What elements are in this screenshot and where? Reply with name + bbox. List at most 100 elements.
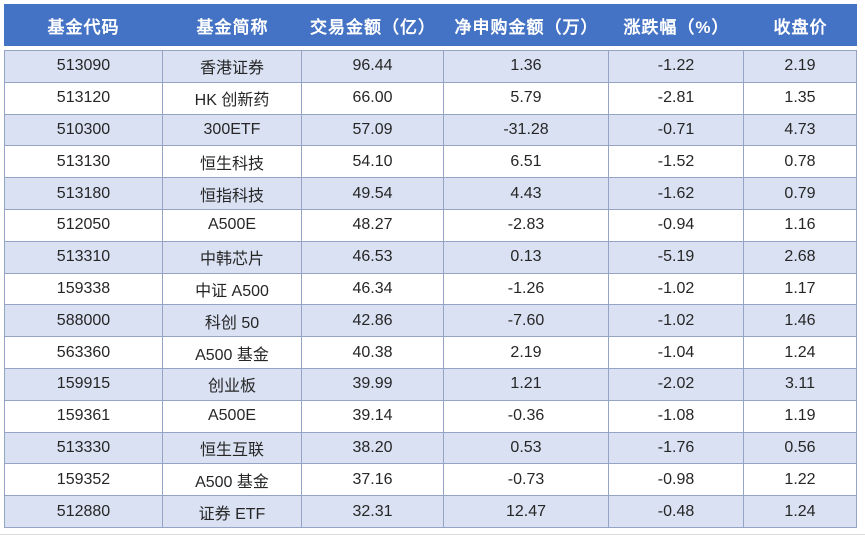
table-cell: 159361	[4, 400, 163, 433]
table-cell: -31.28	[444, 114, 609, 147]
table-cell: A500 基金	[163, 337, 302, 369]
table-cell: 恒生互联	[163, 432, 302, 465]
table-cell: 恒指科技	[163, 178, 302, 210]
table-cell: 0.56	[744, 432, 857, 465]
table-cell: 513130	[4, 146, 163, 179]
table-cell: 中证 A500	[163, 273, 302, 306]
table-cell: -1.02	[609, 273, 744, 306]
table-cell: 5.79	[444, 82, 609, 115]
table-cell: -1.26	[444, 273, 609, 306]
table-cell: 513180	[4, 178, 163, 210]
table-cell: -0.71	[609, 114, 744, 147]
table-cell: 1.16	[744, 209, 857, 242]
table-cell: 96.44	[302, 50, 444, 83]
table-cell: 38.20	[302, 432, 444, 465]
table-cell: 66.00	[302, 82, 444, 115]
table-cell: 510300	[4, 114, 163, 147]
table-row: 513090 香港证券 96.44 1.36 -1.22 2.19	[4, 50, 857, 83]
table-cell: 12.47	[444, 496, 609, 528]
table-cell: 4.73	[744, 114, 857, 147]
table-row: 512050 A500E 48.27 -2.83 -0.94 1.16	[4, 209, 857, 242]
table-cell: 1.21	[444, 368, 609, 401]
table-cell: 科创 50	[163, 305, 302, 338]
table-cell: 39.14	[302, 400, 444, 433]
table-body: 513090 香港证券 96.44 1.36 -1.22 2.19 513120 HK 创新药…	[4, 50, 857, 528]
column-header-fund-name: 基金简称	[163, 4, 302, 50]
table-row: 513180 恒指科技 49.54 4.43 -1.62 0.79	[4, 178, 857, 210]
table-cell: 1.24	[744, 337, 857, 369]
table-row: 159915 创业板 39.99 1.21 -2.02 3.11	[4, 368, 857, 401]
table-cell: 香港证券	[163, 50, 302, 83]
table-cell: 300ETF	[163, 114, 302, 147]
table-cell: 创业板	[163, 368, 302, 401]
table-cell: A500E	[163, 400, 302, 433]
table-row: 588000 科创 50 42.86 -7.60 -1.02 1.46	[4, 305, 857, 338]
table-cell: 42.86	[302, 305, 444, 338]
table-cell: 1.35	[744, 82, 857, 115]
table-cell: -2.02	[609, 368, 744, 401]
table-cell: 中韩芯片	[163, 241, 302, 274]
table-cell: 证券 ETF	[163, 496, 302, 528]
table-cell: 159338	[4, 273, 163, 306]
table-cell: 563360	[4, 337, 163, 369]
table-cell: -1.02	[609, 305, 744, 338]
table-cell: HK 创新药	[163, 82, 302, 115]
table-cell: 1.19	[744, 400, 857, 433]
column-header-change-pct: 涨跌幅（%）	[609, 4, 744, 50]
table-cell: 1.46	[744, 305, 857, 338]
table-cell: 54.10	[302, 146, 444, 179]
table-cell: 57.09	[302, 114, 444, 147]
column-header-fund-code: 基金代码	[4, 4, 163, 50]
table-cell: A500E	[163, 209, 302, 242]
fund-table: 基金代码 基金简称 交易金额（亿） 净申购金额（万） 涨跌幅（%） 收盘价 51…	[4, 4, 857, 528]
table-cell: 6.51	[444, 146, 609, 179]
table-row: 513120 HK 创新药 66.00 5.79 -2.81 1.35	[4, 82, 857, 115]
table-cell: 513330	[4, 432, 163, 465]
table-cell: -0.73	[444, 464, 609, 497]
table-cell: -0.48	[609, 496, 744, 528]
table-cell: 48.27	[302, 209, 444, 242]
table-cell: -7.60	[444, 305, 609, 338]
table-cell: 32.31	[302, 496, 444, 528]
table-cell: -0.98	[609, 464, 744, 497]
table-row: 159352 A500 基金 37.16 -0.73 -0.98 1.22	[4, 464, 857, 497]
table-cell: -2.83	[444, 209, 609, 242]
table-cell: 3.11	[744, 368, 857, 401]
table-cell: 1.36	[444, 50, 609, 83]
table-cell: 512880	[4, 496, 163, 528]
table-cell: 1.17	[744, 273, 857, 306]
table-cell: 2.19	[444, 337, 609, 369]
table-cell: 恒生科技	[163, 146, 302, 179]
table-cell: 1.24	[744, 496, 857, 528]
table-row: 513330 恒生互联 38.20 0.53 -1.76 0.56	[4, 432, 857, 465]
table-cell: 2.68	[744, 241, 857, 274]
table-cell: -2.81	[609, 82, 744, 115]
table-cell: 1.22	[744, 464, 857, 497]
table-row: 513310 中韩芯片 46.53 0.13 -5.19 2.68	[4, 241, 857, 274]
table-cell: -1.52	[609, 146, 744, 179]
table-cell: 0.78	[744, 146, 857, 179]
table-cell: -1.76	[609, 432, 744, 465]
table-cell: 0.53	[444, 432, 609, 465]
table-cell: 513090	[4, 50, 163, 83]
bottom-divider	[0, 534, 865, 535]
table-cell: -1.04	[609, 337, 744, 369]
column-header-close-price: 收盘价	[744, 4, 857, 50]
table-cell: 40.38	[302, 337, 444, 369]
table-header: 基金代码 基金简称 交易金额（亿） 净申购金额（万） 涨跌幅（%） 收盘价	[4, 4, 857, 50]
table-cell: 46.34	[302, 273, 444, 306]
table-cell: 513310	[4, 241, 163, 274]
table-cell: 46.53	[302, 241, 444, 274]
table-row: 563360 A500 基金 40.38 2.19 -1.04 1.24	[4, 337, 857, 369]
table-cell: -1.62	[609, 178, 744, 210]
column-header-net-subscription: 净申购金额（万）	[444, 4, 609, 50]
table-cell: -1.08	[609, 400, 744, 433]
table-row: 510300 300ETF 57.09 -31.28 -0.71 4.73	[4, 114, 857, 147]
table-cell: 0.13	[444, 241, 609, 274]
table-cell: 39.99	[302, 368, 444, 401]
table-cell: -0.94	[609, 209, 744, 242]
table-cell: 0.79	[744, 178, 857, 210]
header-row: 基金代码 基金简称 交易金额（亿） 净申购金额（万） 涨跌幅（%） 收盘价	[4, 4, 857, 50]
table-row: 513130 恒生科技 54.10 6.51 -1.52 0.78	[4, 146, 857, 179]
